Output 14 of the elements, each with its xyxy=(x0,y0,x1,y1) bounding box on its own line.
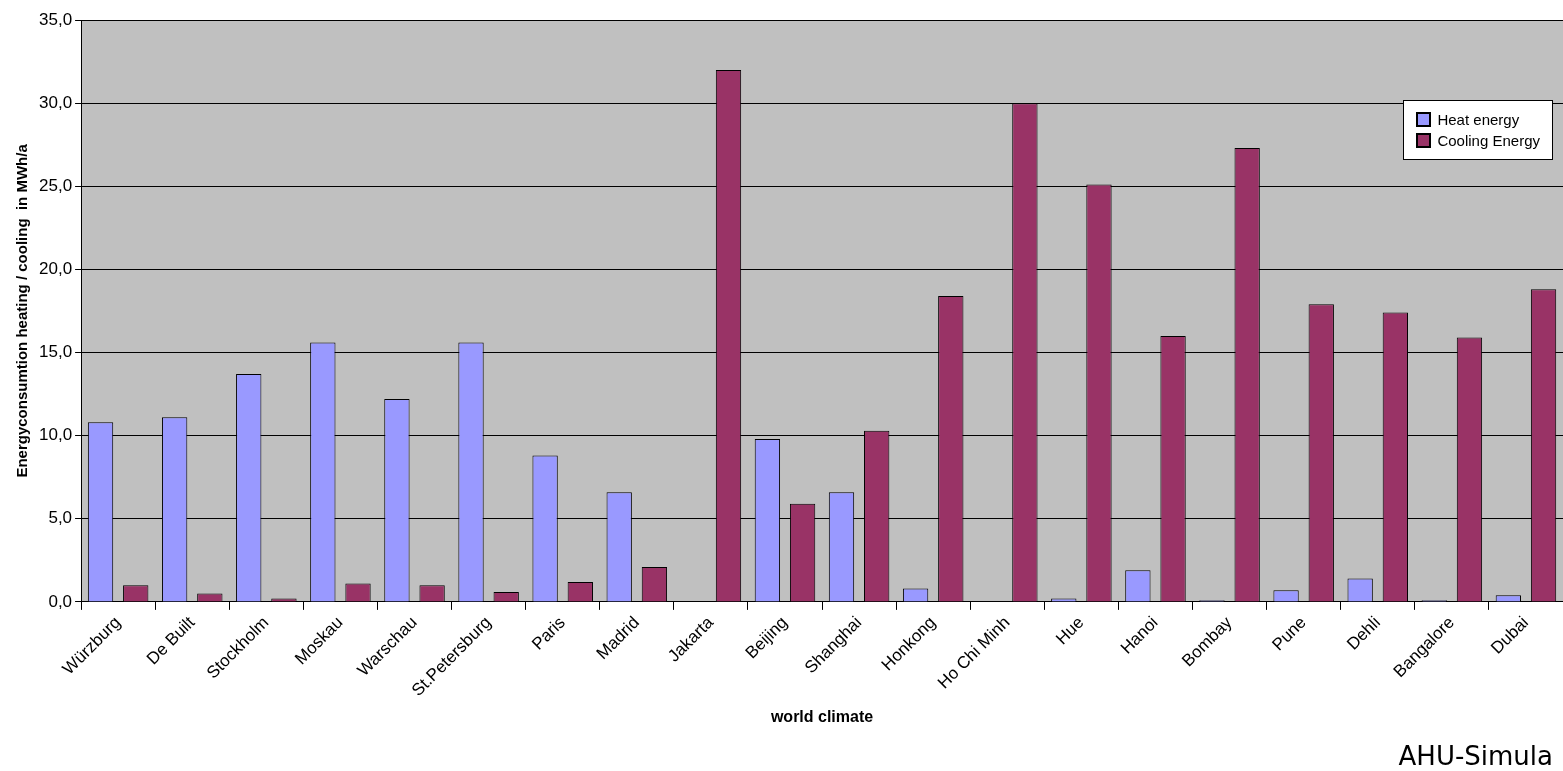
x-axis-title: world climate xyxy=(769,707,874,725)
x-tick-label: Hue xyxy=(1052,612,1088,649)
y-tick-label: 10,0 xyxy=(38,425,73,445)
y-tick-label: 20,0 xyxy=(38,259,73,279)
y-tick-label: 30,0 xyxy=(38,92,73,112)
y-tick-label: 35,0 xyxy=(38,9,73,29)
y-tick-label: 5,0 xyxy=(48,508,73,528)
y-tick-label: 15,0 xyxy=(38,342,73,362)
y-tick-label: 25,0 xyxy=(38,175,73,195)
y-axis-title: Energyconsumtion heating / cooling in MWh/a xyxy=(13,143,31,478)
y-tick-label: 0,0 xyxy=(48,591,73,611)
legend-label: Cooling Energy xyxy=(1437,132,1540,149)
legend-label: Heat energy xyxy=(1437,111,1520,128)
text: AHU-Simula xyxy=(1398,741,1553,771)
